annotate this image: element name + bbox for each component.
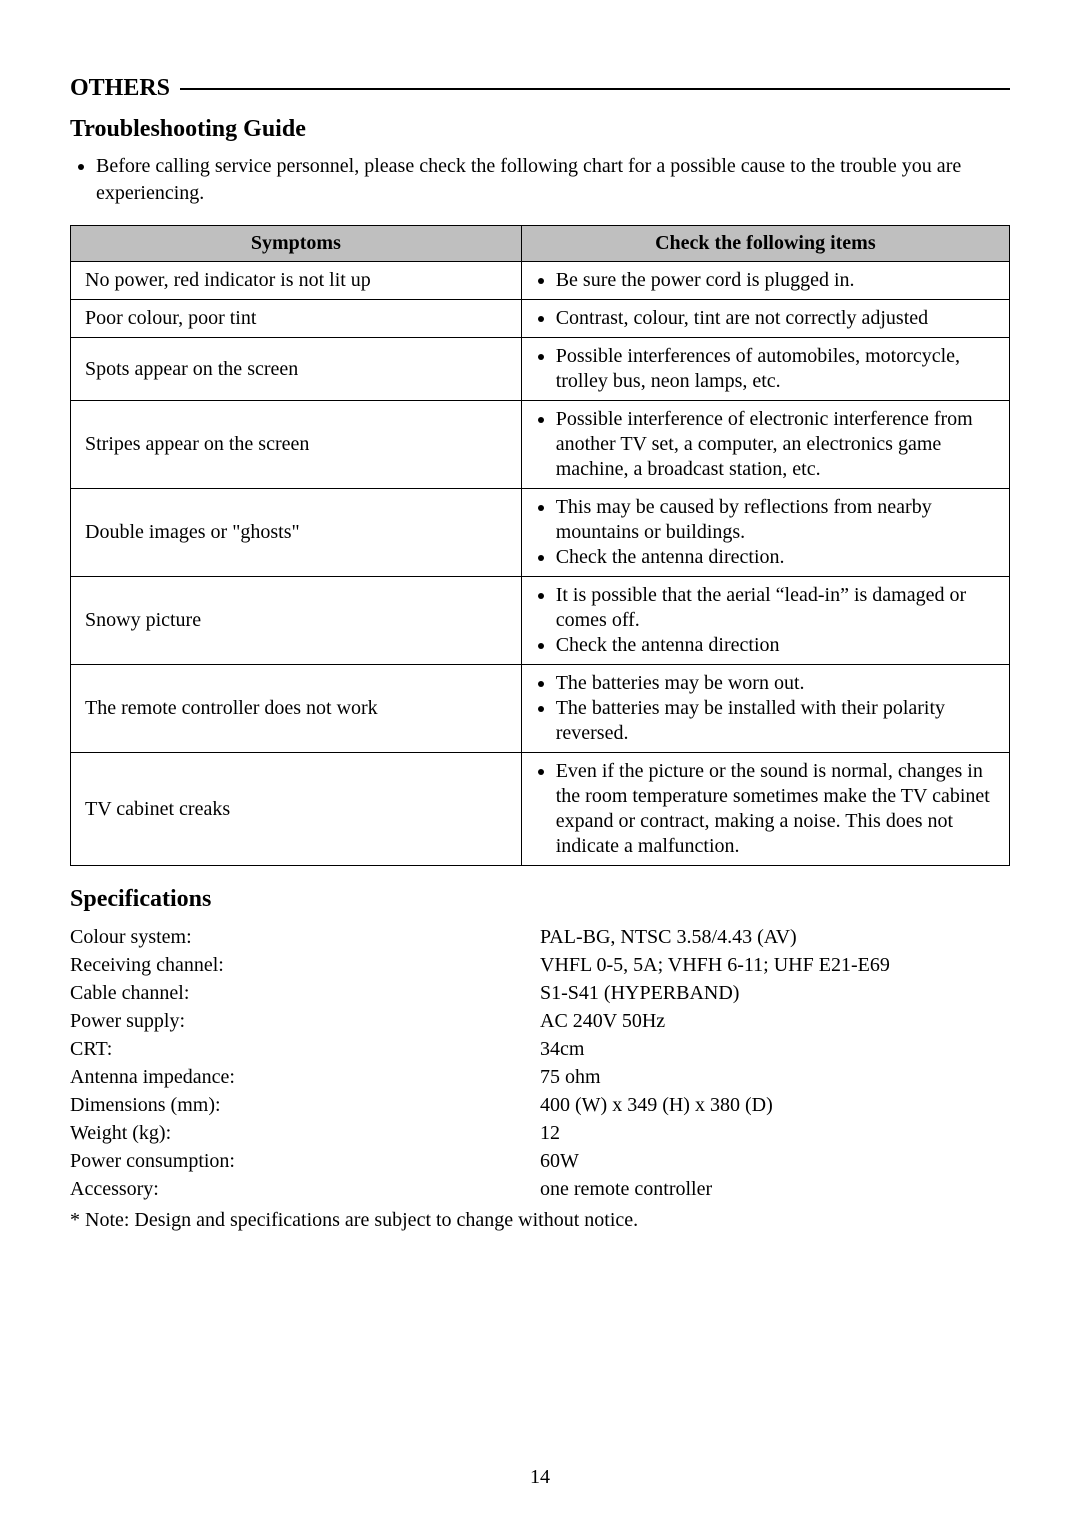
table-row: The remote controller does not workThe b…	[71, 665, 1010, 753]
spec-label: Antenna impedance:	[70, 1063, 540, 1091]
check-item: It is possible that the aerial “lead-in”…	[556, 583, 999, 633]
table-header-checks: Check the following items	[521, 226, 1009, 262]
symptom-cell: The remote controller does not work	[71, 665, 522, 753]
intro-list: Before calling service personnel, please…	[70, 153, 1010, 207]
table-row: No power, red indicator is not lit up Be …	[71, 262, 1010, 300]
check-cell: Possible interference of electronic inte…	[521, 401, 1009, 489]
check-cell: The batteries may be worn out.The batter…	[521, 665, 1009, 753]
check-list: Possible interference of electronic inte…	[536, 407, 999, 482]
spec-value: 34cm	[540, 1035, 1010, 1063]
check-cell: Even if the picture or the sound is norm…	[521, 753, 1009, 866]
spec-value: one remote controller	[540, 1175, 1010, 1203]
section-header-title: OTHERS	[70, 75, 170, 102]
table-row: TV cabinet creaks Even if the picture or …	[71, 753, 1010, 866]
spec-label: Power consumption:	[70, 1147, 540, 1175]
page-number: 14	[0, 1466, 1080, 1489]
table-row: Stripes appear on the screen Possible int…	[71, 401, 1010, 489]
symptom-cell: Poor colour, poor tint	[71, 300, 522, 338]
spec-value: 75 ohm	[540, 1063, 1010, 1091]
table-row: Double images or "ghosts" This may be cau…	[71, 489, 1010, 577]
spec-value: VHFL 0-5, 5A; VHFH 6-11; UHF E21-E69	[540, 951, 1010, 979]
spec-label: Cable channel:	[70, 979, 540, 1007]
spec-label: Colour system:	[70, 923, 540, 951]
check-cell: This may be caused by reflections from n…	[521, 489, 1009, 577]
symptom-cell: Double images or "ghosts"	[71, 489, 522, 577]
troubleshooting-heading: Troubleshooting Guide	[70, 116, 1010, 143]
check-item: The batteries may be worn out.	[556, 671, 999, 696]
check-cell: Possible interferences of automobiles, m…	[521, 338, 1009, 401]
check-cell: It is possible that the aerial “lead-in”…	[521, 577, 1009, 665]
symptom-cell: No power, red indicator is not lit up	[71, 262, 522, 300]
spec-value: PAL-BG, NTSC 3.58/4.43 (AV)	[540, 923, 1010, 951]
specifications-grid: Colour system:PAL-BG, NTSC 3.58/4.43 (AV…	[70, 923, 1010, 1203]
check-list: Possible interferences of automobiles, m…	[536, 344, 999, 394]
check-item: Contrast, colour, tint are not correctly…	[556, 306, 999, 331]
spec-value: 12	[540, 1119, 1010, 1147]
spec-label: Receiving channel:	[70, 951, 540, 979]
check-item: Possible interference of electronic inte…	[556, 407, 999, 482]
intro-bullet: Before calling service personnel, please…	[96, 153, 1010, 207]
check-item: Check the antenna direction	[556, 633, 999, 658]
spec-value: 400 (W) x 349 (H) x 380 (D)	[540, 1091, 1010, 1119]
spec-value: AC 240V 50Hz	[540, 1007, 1010, 1035]
spec-label: Power supply:	[70, 1007, 540, 1035]
symptom-cell: Spots appear on the screen	[71, 338, 522, 401]
section-header-rule	[180, 88, 1010, 90]
symptom-cell: Stripes appear on the screen	[71, 401, 522, 489]
troubleshooting-table: Symptoms Check the following items No po…	[70, 225, 1010, 866]
specifications-note: * Note: Design and specifications are su…	[70, 1209, 1010, 1232]
table-row: Poor colour, poor tint Contrast, colour, …	[71, 300, 1010, 338]
check-item: Even if the picture or the sound is norm…	[556, 759, 999, 859]
check-cell: Be sure the power cord is plugged in.	[521, 262, 1009, 300]
check-item: Check the antenna direction.	[556, 545, 999, 570]
table-header-symptoms: Symptoms	[71, 226, 522, 262]
check-item: Possible interferences of automobiles, m…	[556, 344, 999, 394]
check-list: The batteries may be worn out.The batter…	[536, 671, 999, 746]
section-header: OTHERS	[70, 75, 1010, 102]
check-list: Contrast, colour, tint are not correctly…	[536, 306, 999, 331]
symptom-cell: TV cabinet creaks	[71, 753, 522, 866]
table-row: Spots appear on the screen Possible inter…	[71, 338, 1010, 401]
check-item: The batteries may be installed with thei…	[556, 696, 999, 746]
check-list: Be sure the power cord is plugged in.	[536, 268, 999, 293]
check-item: Be sure the power cord is plugged in.	[556, 268, 999, 293]
check-cell: Contrast, colour, tint are not correctly…	[521, 300, 1009, 338]
symptom-cell: Snowy picture	[71, 577, 522, 665]
table-header-row: Symptoms Check the following items	[71, 226, 1010, 262]
check-list: This may be caused by reflections from n…	[536, 495, 999, 570]
spec-label: Accessory:	[70, 1175, 540, 1203]
specifications-heading: Specifications	[70, 886, 1010, 913]
table-row: Snowy picture It is possible that the aer…	[71, 577, 1010, 665]
spec-label: CRT:	[70, 1035, 540, 1063]
check-item: This may be caused by reflections from n…	[556, 495, 999, 545]
spec-value: 60W	[540, 1147, 1010, 1175]
spec-label: Weight (kg):	[70, 1119, 540, 1147]
check-list: It is possible that the aerial “lead-in”…	[536, 583, 999, 658]
spec-value: S1-S41 (HYPERBAND)	[540, 979, 1010, 1007]
spec-label: Dimensions (mm):	[70, 1091, 540, 1119]
check-list: Even if the picture or the sound is norm…	[536, 759, 999, 859]
page: OTHERS Troubleshooting Guide Before call…	[0, 0, 1080, 1527]
